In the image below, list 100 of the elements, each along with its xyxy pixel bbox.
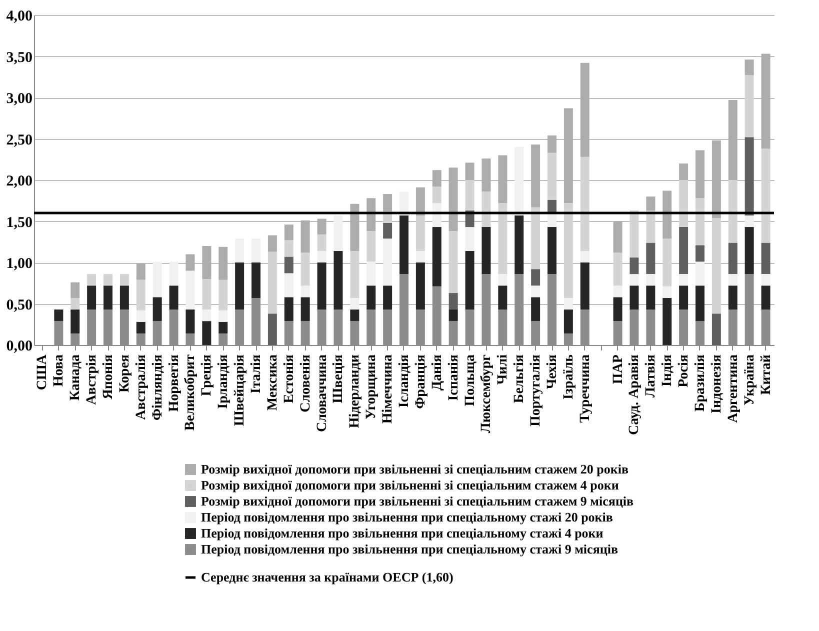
bar (400, 215, 408, 274)
bar (761, 148, 770, 243)
x-tick-label: Латвія (644, 354, 659, 398)
bar (366, 262, 376, 286)
bar (268, 252, 277, 314)
bar (482, 158, 491, 192)
bar (531, 297, 540, 322)
x-tick-label: Нова (52, 354, 67, 387)
bar (432, 186, 442, 204)
x-tick-label: Польща (462, 354, 478, 406)
bar (514, 215, 524, 274)
bar (679, 180, 688, 228)
bar (300, 297, 310, 322)
bar (498, 286, 508, 310)
y-tick-label: 1,50 (6, 214, 32, 231)
x-tick-label: Франція (413, 354, 428, 409)
bar (696, 245, 704, 262)
bar (679, 164, 688, 180)
bar (350, 204, 360, 251)
bar (202, 246, 212, 279)
bar (416, 250, 425, 262)
bar (728, 242, 738, 274)
bar (284, 297, 294, 322)
bar (728, 286, 738, 310)
legend-label: Розмір вихідної допомоги при звільненні зі спеціальним стажем 4 роки (201, 478, 620, 492)
y-tick-label: 2,50 (6, 132, 32, 148)
bar (448, 293, 458, 310)
bar (432, 170, 442, 187)
bar (416, 262, 425, 310)
x-tick-label: Бразилія (693, 354, 708, 412)
bar (564, 108, 573, 204)
bar (564, 298, 573, 310)
bar (662, 190, 672, 239)
x-tick-label: Словаччина (314, 354, 330, 432)
bar (744, 60, 754, 76)
bar (482, 227, 491, 274)
x-tick-label: Фінляндія (150, 354, 166, 421)
bar (761, 54, 770, 149)
x-tick-label: Китай (758, 354, 774, 395)
x-tick-label: Туреччина (578, 354, 593, 423)
bar (284, 240, 294, 257)
bar (679, 286, 688, 310)
bar (548, 227, 556, 274)
bar (448, 168, 458, 232)
bar (696, 150, 704, 198)
bar (465, 227, 474, 251)
bar (465, 250, 474, 310)
bar (613, 221, 622, 253)
bar (104, 274, 112, 286)
x-tick-label: Данія (430, 354, 445, 391)
bar (646, 274, 656, 286)
x-tick-label: Україна (742, 354, 758, 406)
bar (679, 227, 688, 274)
bar (152, 262, 162, 298)
bar (334, 250, 343, 310)
bar (383, 286, 392, 310)
bar (218, 246, 228, 280)
y-tick-label: 4,00 (6, 8, 32, 24)
bar (613, 252, 622, 286)
bar (432, 227, 442, 286)
bar (87, 286, 96, 310)
x-tick-label: США (35, 354, 50, 390)
x-tick-label: Індонезія (709, 354, 724, 414)
x-tick-label: Ірландія (216, 354, 232, 409)
bar (300, 252, 310, 286)
bar (514, 147, 524, 216)
y-tick-label: 0,00 (6, 338, 32, 354)
bar (366, 231, 376, 262)
bar (531, 286, 540, 298)
bar (662, 298, 672, 345)
bar (498, 203, 508, 274)
bar (300, 286, 310, 298)
y-tick-label: 2,00 (6, 174, 32, 190)
bar (334, 215, 343, 251)
legend-label: Період повідомлення про звільнення при спеціальному стажі 20 років (201, 510, 613, 524)
bar (630, 258, 639, 274)
x-tick-label: Нідерланди (348, 354, 363, 428)
bar (169, 286, 178, 310)
bar (646, 242, 656, 274)
bar (630, 286, 639, 310)
bar (120, 286, 129, 310)
bar (136, 322, 146, 334)
bar (498, 155, 508, 204)
bar (104, 286, 112, 310)
x-tick-label: Індія (660, 354, 676, 387)
bar (350, 250, 360, 298)
bar (531, 144, 540, 208)
bar (202, 310, 212, 322)
bar (350, 310, 360, 322)
bar (548, 135, 556, 153)
x-tick-label: Сауд. Аравія (627, 354, 642, 436)
bar (580, 250, 590, 262)
x-tick-label: Росія (676, 354, 692, 388)
bar (317, 218, 326, 234)
bar (152, 297, 162, 322)
x-tick-label: Словенія (298, 354, 314, 412)
bar (712, 314, 721, 345)
x-tick-label: Португалія (528, 354, 544, 426)
x-tick-label: Швейцарія (232, 354, 248, 426)
x-tick-label: Бельгія (512, 354, 528, 404)
